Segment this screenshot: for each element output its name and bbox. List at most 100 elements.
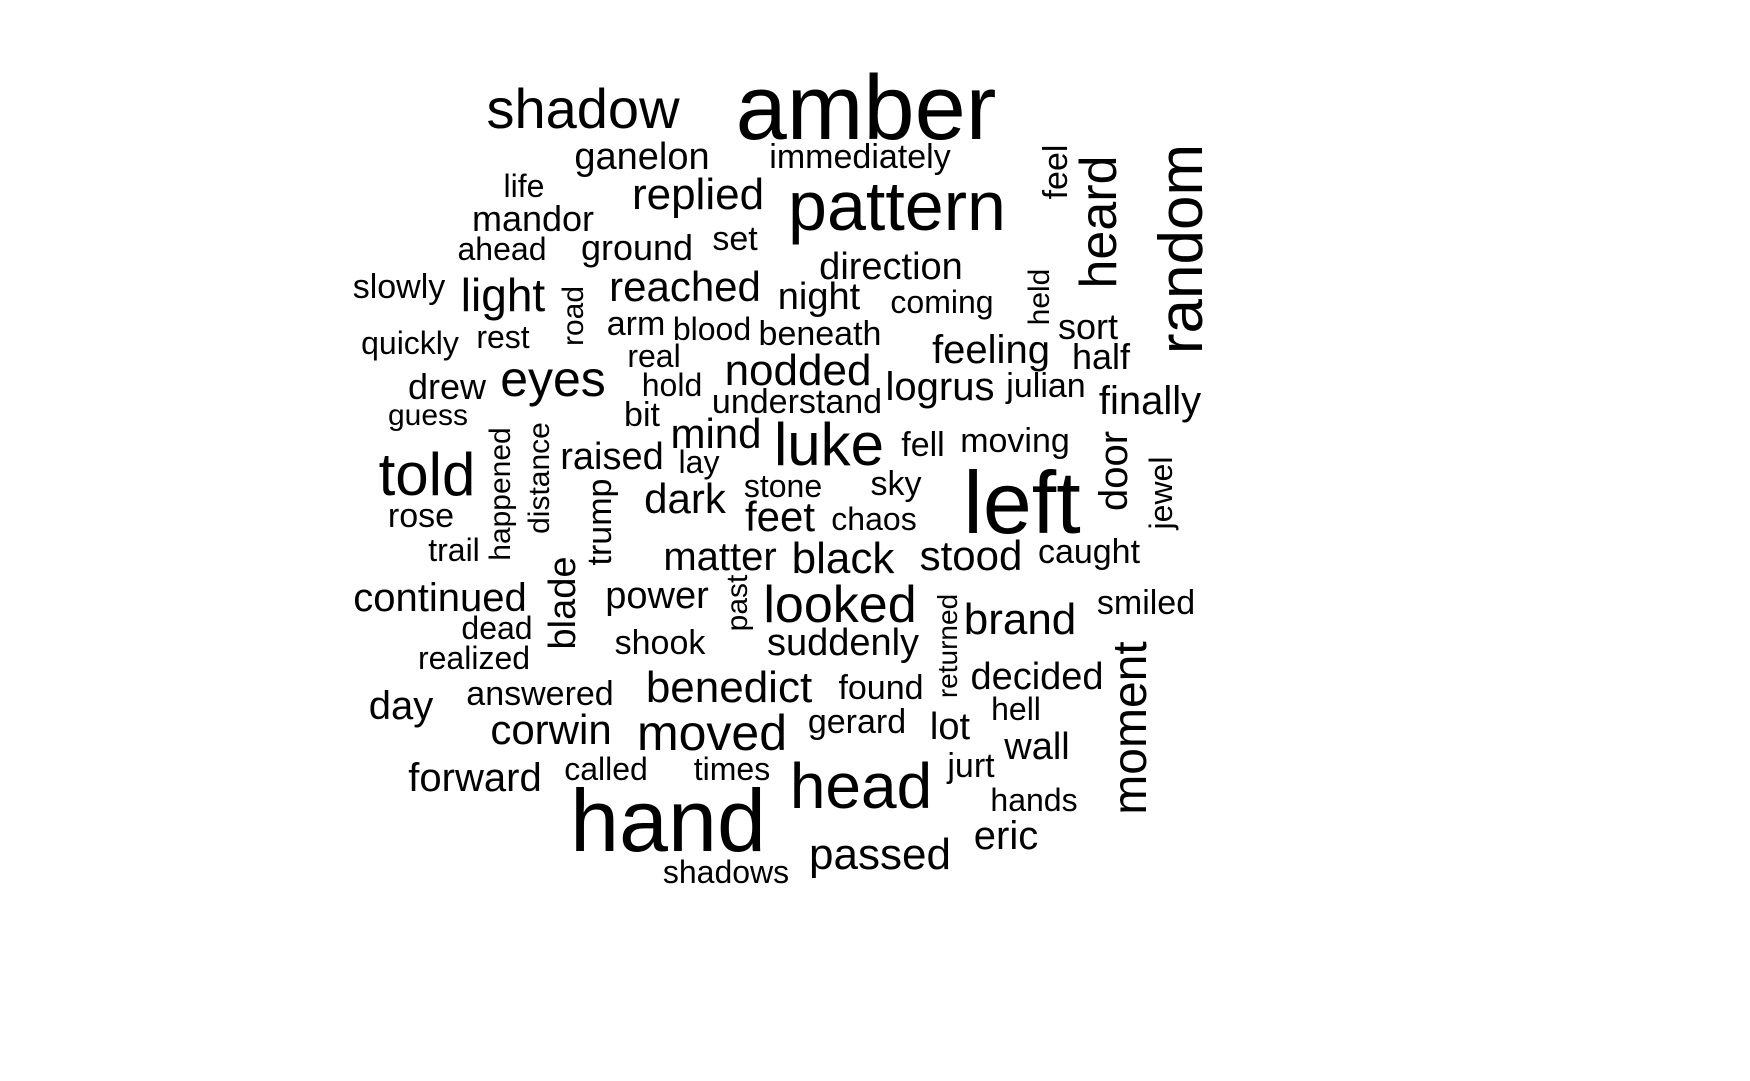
word-road: road bbox=[557, 285, 590, 347]
word-rose: rose bbox=[387, 497, 455, 535]
word-corwin: corwin bbox=[490, 706, 612, 753]
word-hand: hand bbox=[570, 771, 766, 870]
word-nodded: nodded bbox=[724, 346, 872, 395]
word-suddenly: suddenly bbox=[766, 622, 920, 664]
word-heard: heard bbox=[1070, 155, 1128, 289]
word-logrus: logrus bbox=[885, 365, 995, 409]
word-beneath: beneath bbox=[758, 315, 882, 353]
word-jurt: jurt bbox=[947, 747, 995, 785]
word-drew: drew bbox=[407, 366, 487, 407]
word-times: times bbox=[693, 751, 771, 787]
word-left: left bbox=[963, 453, 1081, 552]
word-ganelon: ganelon bbox=[574, 136, 710, 178]
word-moved: moved bbox=[636, 705, 788, 761]
word-benedict: benedict bbox=[645, 663, 813, 712]
word-returned: returned bbox=[932, 593, 963, 699]
word-julian: julian bbox=[1006, 367, 1086, 405]
word-sky: sky bbox=[870, 465, 922, 503]
word-past: past bbox=[721, 574, 754, 632]
word-matter: matter bbox=[663, 535, 777, 579]
word-head: head bbox=[789, 750, 933, 822]
word-wall: wall bbox=[1004, 726, 1070, 768]
word-coming: coming bbox=[890, 284, 994, 320]
word-real: real bbox=[627, 338, 681, 374]
word-day: day bbox=[368, 684, 434, 728]
word-blood: blood bbox=[672, 311, 752, 347]
word-distance: distance bbox=[523, 422, 556, 534]
word-raised: raised bbox=[560, 436, 664, 478]
word-decided: decided bbox=[970, 656, 1104, 698]
word-smiled: smiled bbox=[1096, 584, 1196, 622]
word-door: door bbox=[1092, 430, 1136, 512]
word-power: power bbox=[605, 575, 709, 617]
word-rest: rest bbox=[476, 319, 530, 355]
word-blade: blade bbox=[542, 556, 584, 650]
word-feel: feel bbox=[1037, 144, 1075, 200]
word-mind: mind bbox=[670, 410, 762, 457]
word-random: random bbox=[1147, 143, 1216, 355]
word-looked: looked bbox=[763, 576, 917, 634]
word-caught: caught bbox=[1037, 533, 1141, 571]
word-forward: forward bbox=[408, 756, 542, 800]
word-hell: hell bbox=[991, 691, 1041, 727]
word-happened: happened bbox=[484, 427, 517, 561]
word-hands: hands bbox=[990, 782, 1078, 818]
word-eyes: eyes bbox=[500, 351, 606, 407]
word-held: held bbox=[1023, 268, 1056, 326]
word-moving: moving bbox=[960, 422, 1070, 460]
word-finally: finally bbox=[1098, 379, 1202, 423]
word-mandor: mandor bbox=[471, 198, 595, 239]
word-quickly: quickly bbox=[361, 325, 459, 361]
word-realized: realized bbox=[417, 640, 531, 676]
word-shook: shook bbox=[614, 624, 706, 662]
word-stone: stone bbox=[743, 468, 823, 504]
word-dead: dead bbox=[461, 610, 533, 646]
word-gerard: gerard bbox=[807, 703, 907, 741]
word-lay: lay bbox=[678, 444, 720, 480]
word-light: light bbox=[460, 269, 546, 321]
word-told: told bbox=[378, 441, 476, 508]
word-immediately: immediately bbox=[769, 138, 951, 176]
word-hold: hold bbox=[641, 367, 703, 403]
word-ground: ground bbox=[580, 227, 694, 268]
word-trail: trail bbox=[428, 532, 480, 568]
word-feet: feet bbox=[744, 493, 816, 540]
word-fell: fell bbox=[901, 426, 945, 464]
word-luke: luke bbox=[773, 411, 885, 478]
word-slowly: slowly bbox=[352, 268, 446, 306]
word-ahead: ahead bbox=[457, 231, 547, 267]
word-brand: brand bbox=[963, 595, 1077, 644]
word-life: life bbox=[503, 168, 545, 204]
word-reached: reached bbox=[609, 263, 761, 310]
word-understand: understand bbox=[711, 383, 883, 421]
word-trump: trump bbox=[581, 478, 619, 566]
word-guess: guess bbox=[387, 399, 469, 432]
word-half: half bbox=[1071, 336, 1131, 377]
word-dark: dark bbox=[644, 475, 726, 522]
word-continued: continued bbox=[353, 576, 527, 620]
word-shadow: shadow bbox=[486, 77, 680, 140]
word-found: found bbox=[838, 669, 924, 707]
word-feeling: feeling bbox=[932, 328, 1050, 372]
word-bit: bit bbox=[624, 396, 660, 434]
word-replied: replied bbox=[631, 170, 765, 219]
word-night: night bbox=[777, 276, 861, 318]
word-set: set bbox=[712, 220, 758, 258]
word-direction: direction bbox=[819, 246, 963, 288]
word-lot: lot bbox=[929, 706, 971, 748]
word-answered: answered bbox=[466, 675, 614, 713]
word-moment: moment bbox=[1104, 641, 1157, 815]
word-eric: eric bbox=[973, 814, 1039, 858]
word-passed: passed bbox=[809, 830, 951, 879]
word-pattern: pattern bbox=[788, 167, 1006, 245]
word-amber: amber bbox=[735, 57, 997, 159]
word-black: black bbox=[791, 534, 895, 583]
word-stood: stood bbox=[919, 532, 1023, 579]
word-jewel: jewel bbox=[1143, 456, 1179, 530]
word-called: called bbox=[564, 751, 648, 787]
word-sort: sort bbox=[1057, 306, 1119, 347]
word-shadows: shadows bbox=[662, 854, 790, 890]
word-chaos: chaos bbox=[831, 501, 917, 537]
word-arm: arm bbox=[606, 305, 666, 343]
